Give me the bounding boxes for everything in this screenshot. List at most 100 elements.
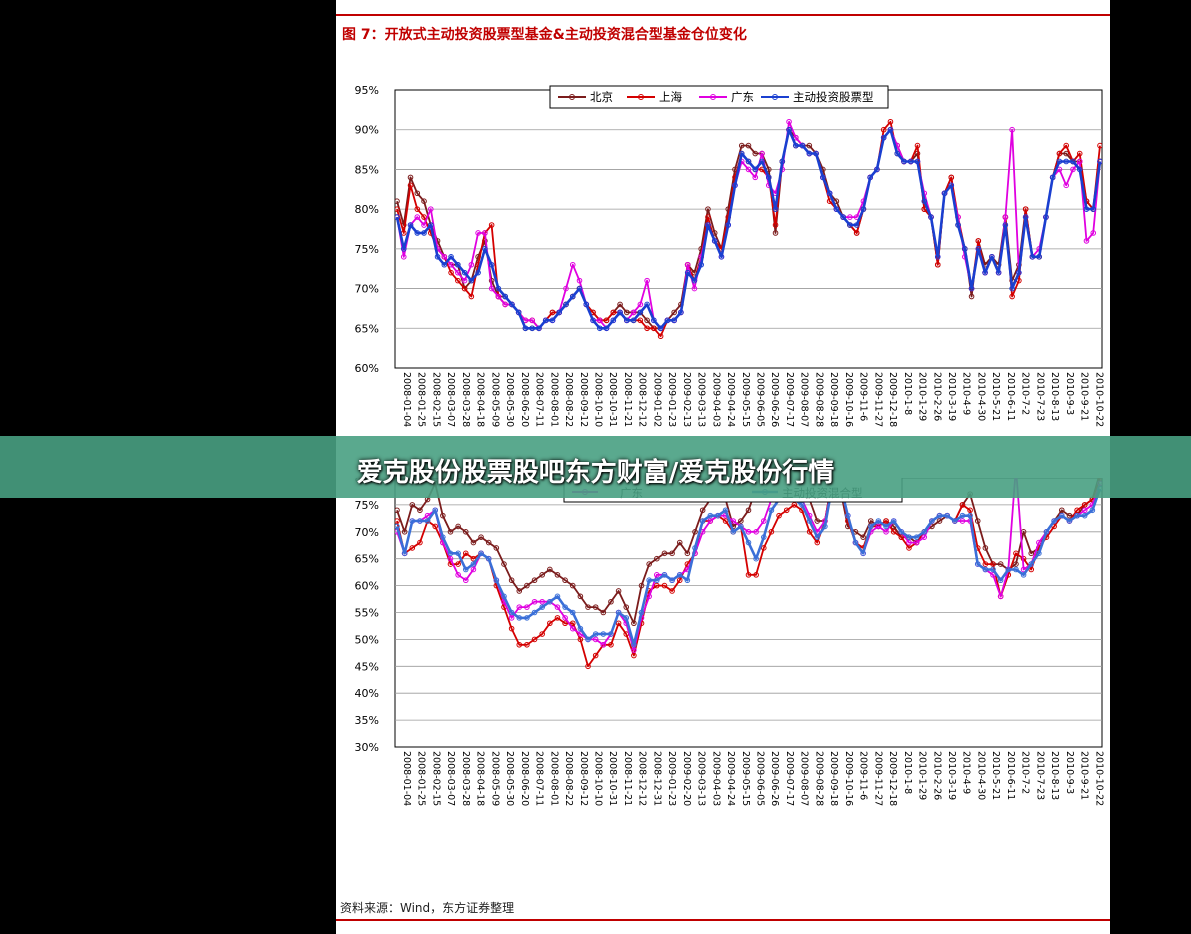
x-tick-label: 2010-3-19 [946, 751, 957, 800]
data-point [948, 174, 955, 181]
x-tick-label: 2009-09-18 [828, 372, 839, 427]
data-point [461, 269, 468, 276]
data-point [1013, 566, 1019, 573]
x-tick-label: 2009-01-23 [666, 751, 677, 806]
data-point [1066, 512, 1073, 519]
x-tick-label: 2010-4-30 [975, 372, 986, 421]
x-tick-label: 2008-12-31 [651, 751, 662, 806]
x-tick-label: 2009-06-05 [755, 372, 766, 427]
data-point [531, 577, 538, 584]
y-tick-label: 30% [355, 741, 379, 754]
data-point [1009, 126, 1015, 133]
data-point [860, 534, 866, 540]
legend-marker-3 [772, 94, 778, 100]
data-point [654, 555, 660, 562]
data-point [644, 317, 650, 324]
data-point [441, 261, 448, 268]
data-point [421, 198, 427, 204]
data-point [753, 555, 759, 562]
data-point [417, 539, 423, 546]
data-point [753, 529, 759, 535]
data-point [409, 545, 416, 551]
data-point [440, 512, 446, 519]
data-point [1022, 214, 1029, 220]
data-point [516, 615, 523, 621]
data-point [1063, 150, 1070, 157]
y-tick-label: 40% [355, 687, 379, 700]
x-tick-label: 2008-01-25 [416, 751, 427, 806]
data-point [569, 293, 576, 300]
x-tick-label: 2009-10-16 [843, 372, 854, 427]
legend: 北京 上海 广东 主动投资股票型 [549, 85, 889, 109]
data-point [1076, 158, 1083, 165]
data-point [421, 222, 427, 228]
data-point [676, 572, 683, 578]
x-tick-label: 2010-1-8 [902, 372, 913, 415]
data-point [661, 550, 668, 557]
data-point [955, 222, 961, 228]
data-point [624, 309, 630, 316]
data-point [806, 518, 813, 524]
data-point [421, 230, 427, 236]
data-point [585, 604, 591, 610]
data-point [664, 317, 671, 324]
data-point [974, 518, 981, 524]
data-point [982, 269, 988, 276]
data-point [441, 254, 448, 260]
x-tick-label: 2010-7-2 [1020, 372, 1031, 415]
data-point [424, 518, 431, 524]
data-point [676, 539, 683, 546]
data-point [833, 206, 840, 212]
data-point [760, 534, 767, 540]
data-point [475, 269, 481, 276]
data-point [615, 609, 622, 616]
data-point [982, 545, 989, 551]
data-point [705, 222, 711, 228]
data-point [813, 150, 819, 157]
data-point [502, 301, 508, 308]
data-point [508, 609, 515, 616]
data-point [1013, 550, 1019, 557]
data-point [745, 142, 752, 149]
data-point [644, 277, 650, 284]
data-point [699, 507, 706, 514]
data-point [867, 174, 873, 181]
data-point [455, 572, 461, 578]
x-tick-label: 2010-1-8 [902, 751, 913, 794]
data-point [962, 246, 968, 252]
data-point [603, 325, 610, 332]
data-point [562, 615, 568, 621]
data-point [1081, 512, 1088, 519]
x-tick-label: 2008-10-31 [607, 372, 618, 427]
data-point [705, 214, 711, 220]
x-tick-label: 2008-10-31 [607, 751, 618, 806]
x-tick-label: 2009-07-17 [784, 751, 795, 806]
data-point [596, 325, 603, 332]
data-point [875, 518, 882, 524]
data-point [569, 625, 576, 632]
data-point [654, 582, 660, 589]
data-point [934, 261, 941, 268]
data-point [944, 512, 950, 519]
data-point [718, 254, 725, 260]
x-tick-label: 2010-8-13 [1049, 751, 1060, 800]
data-point [898, 534, 905, 540]
data-point [1081, 507, 1088, 514]
data-point [577, 636, 584, 643]
legend-label-3: 主动投资股票型 [793, 90, 874, 104]
x-tick-label: 2009-06-05 [755, 751, 766, 806]
x-tick-label: 2010-5-21 [990, 372, 1001, 421]
data-point [482, 230, 488, 236]
data-point [630, 317, 637, 324]
y-tick-label: 45% [355, 660, 379, 673]
data-point [569, 582, 576, 589]
data-point [959, 518, 966, 524]
data-point [907, 158, 914, 165]
data-point [1005, 566, 1012, 573]
data-point [536, 325, 542, 332]
data-point [600, 609, 607, 616]
data-point [547, 566, 553, 573]
data-point [1083, 206, 1090, 212]
data-point [646, 577, 652, 584]
x-tick-label: 2010-3-19 [946, 372, 957, 421]
